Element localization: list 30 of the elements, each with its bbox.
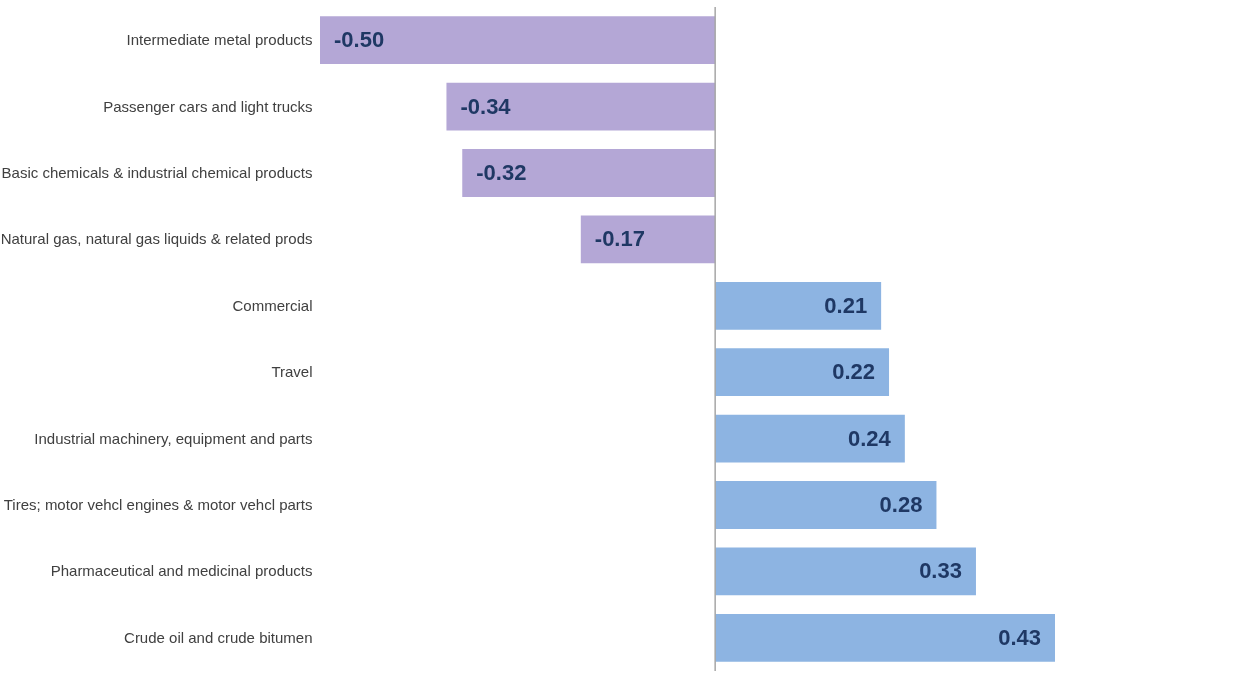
y-tick-label: Intermediate metal products [126, 31, 313, 49]
y-tick-label: Tires; motor vehcl engines & motor vehcl parts [3, 496, 313, 513]
bar [715, 547, 976, 596]
data-label: -0.34 [460, 93, 512, 119]
bar [715, 281, 882, 330]
data-label: -0.17 [594, 226, 645, 252]
bar [715, 414, 905, 463]
y-tick-label: Natural gas, natural gas liquids & related prods [0, 230, 313, 248]
data-label: 0.21 [824, 292, 868, 318]
bar [715, 481, 937, 529]
y-tick-label: Crude oil and crude bitumen [124, 628, 313, 646]
bar [715, 613, 1055, 662]
y-tick-label: Commercial [232, 296, 313, 314]
data-label: 0.43 [998, 624, 1041, 650]
data-label: -0.50 [334, 27, 385, 53]
bar [462, 149, 716, 197]
y-tick-label: Industrial machinery, equipment and parts [34, 429, 313, 447]
y-tick-label: Basic chemicals & industrial chemical products [1, 164, 313, 181]
bar [580, 215, 716, 264]
y-tick-label: Travel [271, 363, 313, 381]
data-label: -0.32 [476, 160, 527, 185]
y-tick-label: Passenger cars and light trucks [103, 97, 313, 115]
bar [446, 82, 716, 131]
bar [715, 348, 890, 397]
data-label: 0.24 [848, 425, 892, 451]
data-label: 0.33 [919, 558, 962, 584]
data-label: 0.28 [879, 492, 923, 517]
bar [320, 16, 716, 65]
data-label: 0.22 [832, 359, 876, 385]
y-tick-label: Pharmaceutical and medicinal products [50, 562, 313, 580]
